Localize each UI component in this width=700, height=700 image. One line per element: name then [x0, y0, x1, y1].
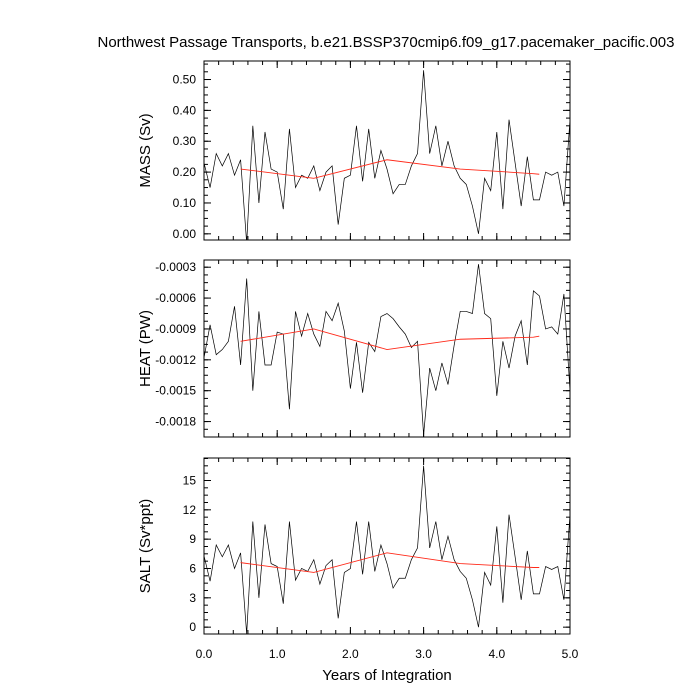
mass-plot-frame — [203, 60, 571, 241]
chart-title: Northwest Passage Transports, b.e21.BSSP… — [97, 34, 674, 51]
x-axis-label: Years of Integration — [322, 667, 452, 684]
mass-ytick-label: 0.00 — [173, 227, 197, 241]
salt-ytick-label: 6 — [189, 561, 196, 575]
heat-ytick-label: -0.0015 — [155, 384, 196, 398]
heat-series-annual-mean — [240, 328, 540, 350]
heat-plot-frame — [203, 259, 571, 438]
panel-salt: 0 3 6 9 12 15 SALT (Sv*ppt) — [137, 457, 571, 635]
salt-ytick-label: 15 — [183, 473, 197, 487]
salt-plot-frame — [203, 457, 571, 635]
heat-y-axis-label: HEAT (PW) — [137, 310, 154, 387]
heat-ytick-label: -0.0012 — [155, 353, 196, 367]
mass-ytick-label: 0.40 — [173, 103, 197, 117]
heat-ytick-label: -0.0006 — [155, 291, 196, 305]
x-tick-label: 3.0 — [415, 647, 432, 661]
x-tick-label: 0.0 — [196, 647, 213, 661]
salt-ytick-label: 0 — [189, 620, 196, 634]
mass-series-annual-mean — [240, 159, 540, 179]
salt-ytick-label: 12 — [183, 503, 197, 517]
x-tick-label: 5.0 — [562, 647, 579, 661]
salt-ytick-label: 9 — [189, 532, 196, 546]
mass-y-axis-label: MASS (Sv) — [137, 113, 154, 187]
panel-mass: 0.00 0.10 0.20 0.30 0.40 0.50 MASS (Sv) — [137, 60, 571, 241]
chart-panels: 0.00 0.10 0.20 0.30 0.40 0.50 MASS (Sv) -0.0018… — [137, 60, 579, 661]
salt-series-monthly — [204, 465, 570, 634]
mass-ytick-label: 0.30 — [173, 134, 197, 148]
mass-ytick-label: 0.10 — [173, 196, 197, 210]
heat-ytick-label: -0.0009 — [155, 322, 196, 336]
mass-series-monthly — [204, 70, 570, 240]
mass-ytick-label: 0.50 — [173, 73, 197, 87]
heat-ytick-label: -0.0003 — [155, 260, 196, 274]
x-tick-label: 2.0 — [342, 647, 359, 661]
salt-y-axis-label: SALT (Sv*ppt) — [137, 499, 154, 593]
panel-heat: -0.0018 -0.0015 -0.0012 -0.0009 -0.0006 -0.00… — [137, 259, 571, 438]
salt-ytick-label: 3 — [189, 591, 196, 605]
salt-series-annual-mean — [240, 552, 540, 573]
mass-ytick-label: 0.20 — [173, 165, 197, 179]
x-tick-label: 1.0 — [269, 647, 286, 661]
heat-series-monthly — [204, 264, 570, 435]
x-tick-label: 4.0 — [488, 647, 505, 661]
heat-ytick-label: -0.0018 — [155, 415, 196, 429]
